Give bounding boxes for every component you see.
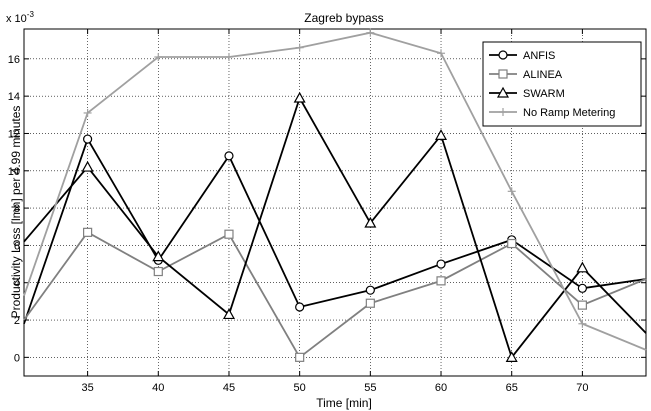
data-point-swarm (576, 261, 589, 273)
series-line-no-ramp-metering (23, 31, 647, 351)
series-line-swarm (23, 95, 647, 360)
data-point-no-ramp-metering (154, 52, 163, 61)
y-tick-label: 16 (8, 54, 20, 66)
data-point-anfis (83, 134, 93, 144)
series-alinea (23, 227, 647, 362)
data-point-swarm (293, 91, 306, 103)
y-exponent-label: x 10-3 (6, 10, 34, 25)
y-axis-label: Productivity Loss [lmh] per 4.99 minutes (9, 106, 23, 319)
data-point-no-ramp-metering (578, 319, 587, 328)
data-point-anfis (436, 259, 446, 269)
legend-item-no-ramp-metering: No Ramp Metering (489, 107, 615, 119)
x-tick-label: 55 (364, 382, 376, 394)
y-tick-label: 4 (14, 278, 20, 290)
y-tick-label: 6 (14, 240, 20, 252)
data-point-anfis (295, 302, 305, 312)
data-point-no-ramp-metering (507, 187, 516, 196)
data-point-swarm (435, 129, 448, 140)
x-tick-label: 40 (152, 382, 164, 394)
series-no-ramp-metering (23, 28, 647, 351)
data-point-anfis (224, 151, 234, 161)
x-tick-label: 35 (81, 382, 93, 394)
series-line-anfis (23, 136, 647, 325)
data-point-no-ramp-metering (83, 108, 92, 117)
x-tick-label: 70 (576, 382, 588, 394)
y-tick-label: 0 (14, 352, 20, 364)
data-point-alinea (83, 227, 93, 237)
legend-marker (496, 86, 510, 98)
data-point-alinea (577, 300, 587, 310)
legend-item-anfis: ANFIS (489, 50, 555, 62)
data-point-alinea (224, 229, 234, 239)
legend-marker (498, 50, 508, 60)
data-point-swarm (505, 351, 518, 362)
legend: ANFIS ALINEA SWARM No Ramp Metering (482, 41, 642, 127)
data-point-no-ramp-metering (437, 49, 446, 58)
data-point-alinea (365, 298, 375, 308)
y-tick-label: 2 (14, 315, 20, 327)
x-tick-label: 65 (506, 382, 518, 394)
data-point-anfis (365, 285, 375, 295)
legend-label: ALINEA (523, 69, 563, 81)
legend-label: SWARM (523, 88, 565, 100)
data-point-alinea (507, 238, 517, 249)
x-tick-label: 50 (294, 382, 306, 394)
data-point-anfis (577, 283, 587, 293)
data-point-swarm (364, 216, 377, 228)
axes: 35 40 45 50 55 60 65 70 0 2 4 6 8 10 12 14 16 (8, 28, 647, 394)
legend-label: No Ramp Metering (523, 107, 615, 119)
data-point-no-ramp-metering (224, 52, 233, 61)
legend-item-swarm: SWARM (489, 86, 565, 100)
series-line-alinea (23, 231, 647, 359)
data-point-swarm (152, 250, 165, 262)
data-point-alinea (436, 276, 446, 286)
x-axis-label: Time [min] (316, 396, 372, 410)
x-tick-label: 60 (435, 382, 447, 394)
series-layer (23, 28, 647, 362)
chart-title: Zagreb bypass (304, 11, 383, 25)
y-tick-label: 12 (8, 128, 20, 140)
x-tick-label: 45 (223, 382, 235, 394)
plot-frame (23, 28, 647, 377)
data-point-alinea (295, 352, 305, 362)
series-swarm (23, 91, 647, 362)
y-tick-label: 14 (8, 91, 20, 103)
svg-text:x 10-3: x 10-3 (6, 10, 34, 25)
legend-marker (498, 69, 508, 79)
legend-marker (499, 108, 507, 116)
data-point-no-ramp-metering (295, 43, 304, 52)
data-point-alinea (153, 266, 163, 277)
data-point-no-ramp-metering (366, 28, 375, 37)
data-point-swarm (81, 160, 94, 172)
y-exponent-base: x 10 (6, 13, 27, 25)
data-point-swarm (222, 308, 235, 320)
y-tick-label: 10 (8, 166, 20, 178)
legend-label: ANFIS (523, 50, 555, 62)
legend-item-alinea: ALINEA (489, 69, 563, 81)
y-exponent-power: -3 (27, 10, 35, 19)
y-tick-label: 8 (14, 203, 20, 215)
